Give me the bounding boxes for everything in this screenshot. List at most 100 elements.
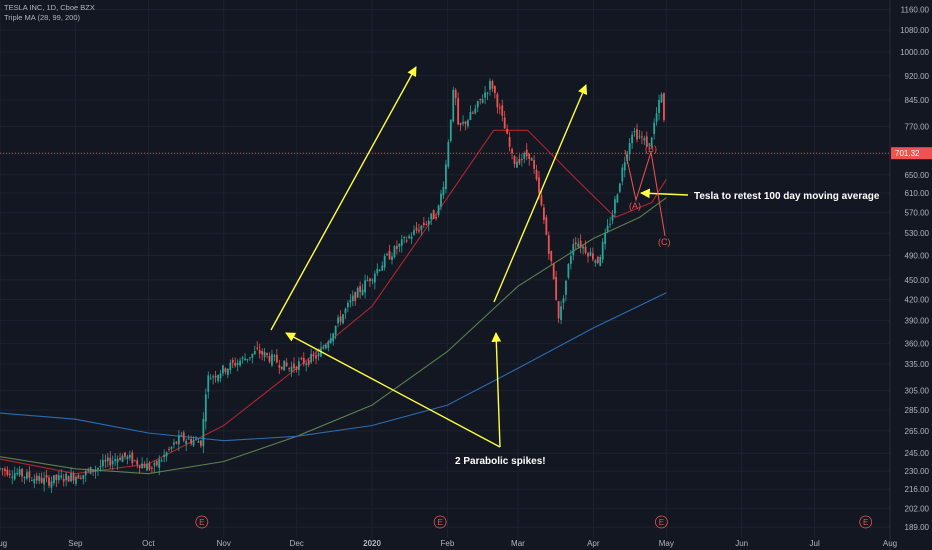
earnings-marker-label: E bbox=[199, 518, 204, 527]
candle-body bbox=[302, 357, 305, 364]
candle-body bbox=[494, 86, 496, 94]
candle-body bbox=[266, 353, 268, 355]
candle-body bbox=[207, 375, 210, 392]
candle-body bbox=[650, 137, 653, 147]
price-tick-label: 530.00 bbox=[905, 229, 930, 238]
candle-body bbox=[513, 156, 516, 165]
candle-body bbox=[40, 477, 43, 483]
candle-body bbox=[582, 246, 584, 249]
candle-body bbox=[643, 138, 646, 141]
candle-body bbox=[43, 478, 45, 485]
time-tick-label: Oct bbox=[142, 539, 155, 548]
candle-body bbox=[131, 452, 134, 464]
price-tick-label: 610.00 bbox=[905, 189, 930, 198]
wave-label-a: (A) bbox=[629, 201, 641, 211]
earnings-marker-icon bbox=[195, 515, 209, 529]
candle-body bbox=[592, 253, 594, 260]
candle-body bbox=[577, 243, 580, 247]
candle-body bbox=[317, 353, 320, 357]
candle-body bbox=[447, 141, 450, 167]
candle-body bbox=[192, 440, 195, 446]
candle-body bbox=[268, 355, 271, 362]
ma-28-line bbox=[0, 129, 667, 475]
candle-body bbox=[0, 468, 1, 470]
candle-body bbox=[427, 220, 430, 225]
candle-body bbox=[442, 187, 445, 196]
moving-average-lines bbox=[0, 129, 667, 475]
price-tick-label: 285.00 bbox=[905, 406, 930, 415]
time-tick-label: Jun bbox=[735, 539, 748, 548]
candle-body bbox=[545, 217, 548, 235]
candle-body bbox=[454, 89, 457, 99]
candle-body bbox=[53, 475, 55, 484]
symbol-title[interactable]: TESLA INC, 1D, Cboe BZX bbox=[4, 3, 95, 12]
candle-body bbox=[653, 122, 656, 135]
candle-body bbox=[342, 314, 344, 324]
candle-body bbox=[589, 251, 592, 256]
candle-body bbox=[307, 360, 310, 365]
spikes-annotation: 2 Parabolic spikes! bbox=[455, 456, 546, 467]
candle-body bbox=[628, 143, 631, 154]
candle-body bbox=[312, 355, 315, 357]
candle-body bbox=[23, 476, 26, 478]
candle-body bbox=[283, 360, 286, 371]
candle-body bbox=[99, 465, 102, 467]
candle-body bbox=[371, 279, 374, 281]
candle-body bbox=[351, 295, 354, 302]
candle-body bbox=[168, 449, 170, 451]
time-tick-label: Dec bbox=[290, 539, 304, 548]
candle-body bbox=[128, 454, 131, 458]
candle-body bbox=[420, 225, 423, 230]
candle-body bbox=[621, 167, 624, 182]
price-tick-label: 202.00 bbox=[905, 504, 930, 513]
candle-body bbox=[114, 459, 117, 461]
candle-body bbox=[418, 229, 420, 232]
candle-body bbox=[92, 469, 94, 472]
candle-body bbox=[219, 373, 222, 379]
time-tick-label: 2020 bbox=[363, 539, 381, 548]
candle-body bbox=[349, 300, 352, 303]
ma-99-line bbox=[0, 197, 667, 475]
candle-body bbox=[104, 460, 107, 462]
candle-body bbox=[329, 338, 332, 343]
candle-body bbox=[6, 469, 9, 475]
candle-body bbox=[525, 149, 528, 157]
earnings-marker-icon bbox=[655, 515, 668, 529]
candle-body bbox=[18, 469, 21, 476]
candle-body bbox=[160, 460, 163, 462]
candle-body bbox=[278, 365, 281, 368]
candle-body bbox=[386, 253, 388, 255]
candle-body bbox=[528, 153, 531, 159]
time-tick-label: Apr bbox=[587, 539, 600, 548]
candle-body bbox=[50, 481, 53, 488]
candle-body bbox=[388, 250, 391, 260]
candle-body bbox=[280, 366, 283, 370]
price-tick-label: 335.00 bbox=[905, 360, 930, 369]
candle-body bbox=[572, 244, 575, 256]
wave-label-c: (C) bbox=[658, 237, 671, 247]
candle-body bbox=[547, 235, 550, 254]
candle-body bbox=[121, 455, 124, 462]
candle-body bbox=[38, 476, 41, 481]
candle-body bbox=[275, 354, 278, 363]
price-tick-label: 390.00 bbox=[905, 317, 930, 326]
candle-body bbox=[84, 471, 87, 476]
earnings-marker-icon bbox=[433, 515, 447, 529]
spike-2-arrow bbox=[493, 84, 588, 303]
candle-body bbox=[567, 264, 570, 278]
price-tick-label: 189.00 bbox=[905, 523, 930, 532]
candle-body bbox=[376, 268, 379, 274]
candle-body bbox=[298, 361, 300, 370]
candle-body bbox=[290, 366, 293, 372]
candle-body bbox=[623, 162, 626, 171]
candle-body bbox=[271, 354, 273, 366]
time-tick-label: Feb bbox=[441, 539, 455, 548]
indicator-legend[interactable]: Triple MA (28, 99, 200) bbox=[4, 13, 81, 22]
candle-body bbox=[489, 80, 491, 90]
candle-body bbox=[148, 463, 151, 470]
last-price-label: 701.32 bbox=[895, 149, 920, 158]
candle-body bbox=[503, 117, 506, 129]
candle-body bbox=[97, 467, 99, 470]
candle-body bbox=[180, 435, 183, 437]
